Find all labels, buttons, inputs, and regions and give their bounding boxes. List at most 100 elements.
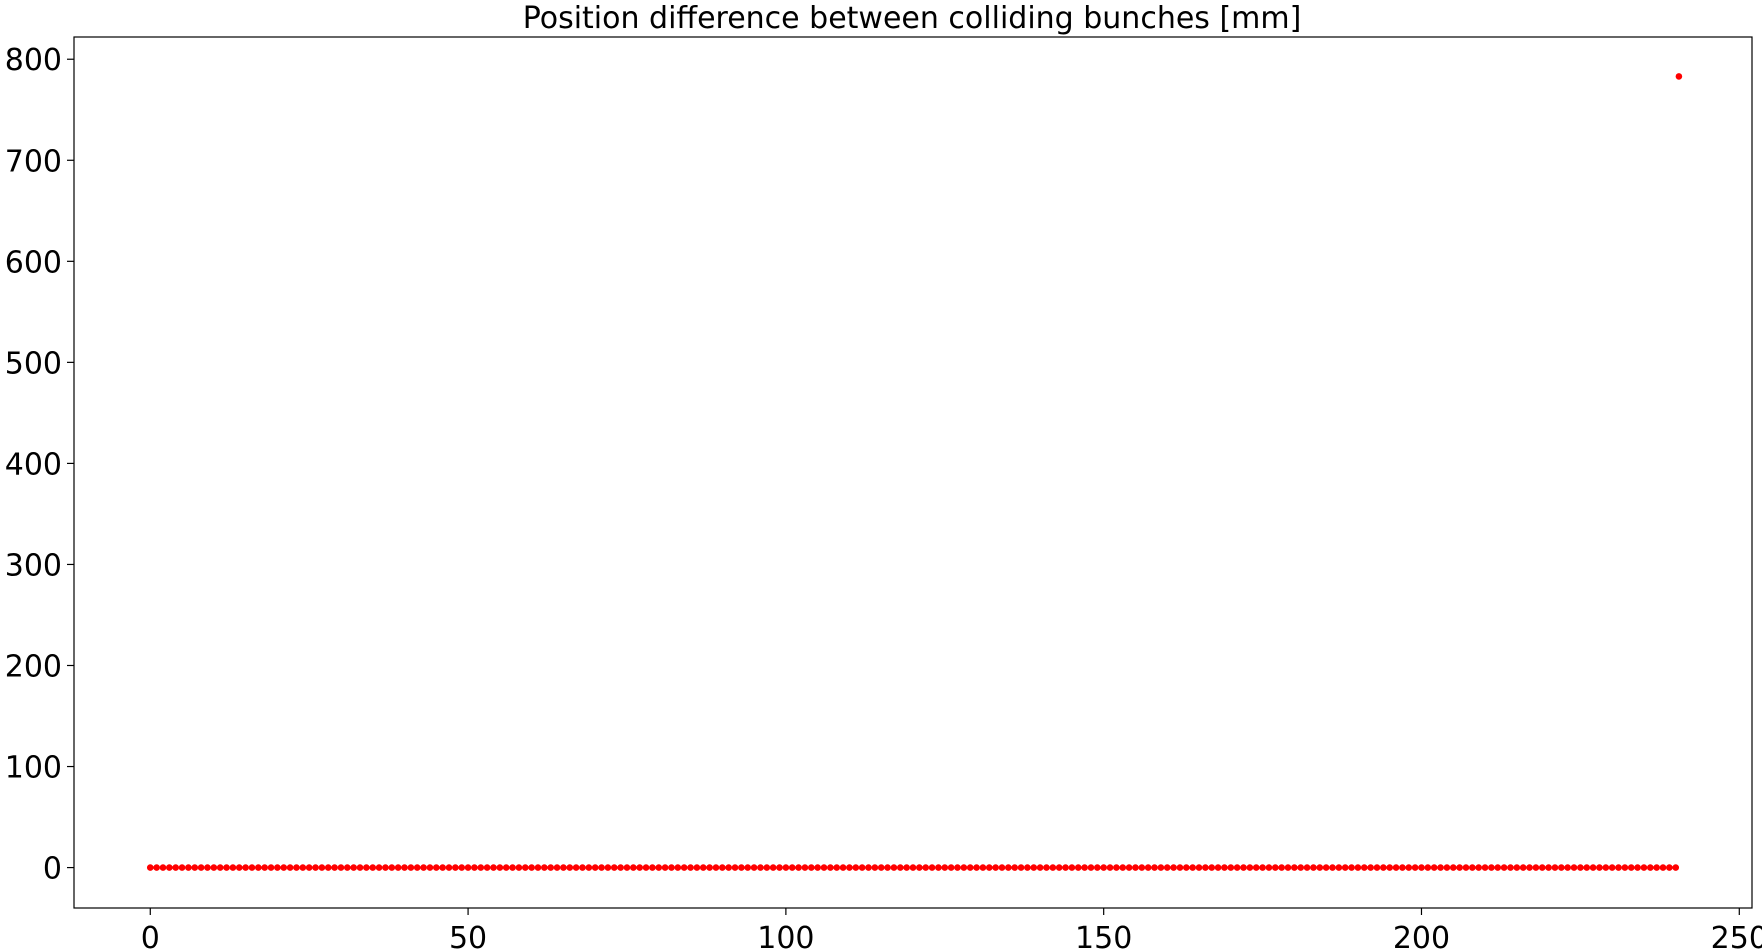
data-point xyxy=(521,864,529,871)
data-point xyxy=(1297,864,1305,871)
data-point xyxy=(572,864,580,871)
data-point xyxy=(1310,864,1317,871)
data-point xyxy=(464,864,472,871)
data-point xyxy=(801,864,809,871)
data-point xyxy=(210,864,218,871)
data-point xyxy=(1634,864,1641,871)
data-point xyxy=(985,864,993,871)
data-point xyxy=(1157,864,1165,871)
data-point xyxy=(1411,864,1419,871)
data-point xyxy=(642,864,650,871)
data-point xyxy=(1068,864,1076,871)
data-point xyxy=(947,864,955,871)
data-point xyxy=(1507,864,1514,871)
data-point xyxy=(534,864,542,871)
data-point xyxy=(579,864,586,871)
plot-frame xyxy=(73,36,1753,909)
data-point xyxy=(846,864,853,871)
data-point xyxy=(274,864,281,871)
data-point xyxy=(1151,864,1158,871)
data-point xyxy=(1583,864,1591,871)
data-point xyxy=(420,864,427,871)
data-point xyxy=(884,864,891,871)
data-point xyxy=(699,864,707,871)
data-point xyxy=(255,864,262,871)
data-point xyxy=(858,864,866,871)
data-point xyxy=(350,864,357,871)
data-point xyxy=(668,864,675,871)
data-point xyxy=(293,864,300,871)
data-point xyxy=(1596,864,1603,871)
data-point xyxy=(1666,864,1673,871)
data-point xyxy=(299,864,307,871)
y-tick-label: 200 xyxy=(5,649,62,684)
data-point xyxy=(477,864,485,871)
data-point xyxy=(235,864,243,871)
data-point xyxy=(1100,864,1107,871)
data-point xyxy=(1202,864,1209,871)
data-point xyxy=(1094,864,1101,871)
data-point xyxy=(483,864,491,871)
data-point xyxy=(1271,864,1279,871)
data-point xyxy=(223,864,230,871)
data-point xyxy=(172,864,179,871)
data-point xyxy=(1144,864,1152,871)
data-point xyxy=(820,864,828,871)
data-point xyxy=(706,864,713,871)
data-point xyxy=(598,864,605,871)
data-point xyxy=(496,864,504,871)
data-point xyxy=(382,864,389,871)
y-tick-label: 800 xyxy=(5,43,62,78)
data-point xyxy=(267,864,275,871)
outlier-point xyxy=(1675,73,1683,80)
data-point xyxy=(356,864,364,871)
data-point xyxy=(1653,864,1660,871)
x-tick-label: 50 xyxy=(449,921,487,949)
data-point xyxy=(248,864,256,871)
data-point xyxy=(1049,864,1057,871)
data-point xyxy=(159,864,167,871)
data-point xyxy=(547,864,555,871)
data-point xyxy=(750,864,758,871)
data-point xyxy=(788,864,796,871)
data-point xyxy=(1017,864,1025,871)
data-point xyxy=(776,864,783,871)
data-point xyxy=(1125,864,1133,871)
data-point xyxy=(1570,864,1578,871)
y-axis: 0 100 200 300 400 500 600 700 800 xyxy=(5,43,74,887)
data-point xyxy=(1469,864,1476,871)
data-point xyxy=(928,864,936,871)
data-point xyxy=(808,864,815,871)
data-point xyxy=(1424,864,1432,871)
data-point xyxy=(471,864,478,871)
data-point xyxy=(541,864,548,871)
data-point xyxy=(1399,864,1406,871)
data-point xyxy=(305,864,313,871)
data-point xyxy=(604,864,612,871)
data-point xyxy=(490,864,497,871)
data-point xyxy=(623,864,631,871)
data-point xyxy=(763,864,771,871)
data-point xyxy=(185,864,192,871)
chart-title: Position difference between colliding bu… xyxy=(523,1,1302,36)
x-tick-label: 250 xyxy=(1711,921,1762,949)
data-point xyxy=(1246,864,1254,871)
data-point xyxy=(973,864,980,871)
data-point xyxy=(1519,864,1527,871)
data-point xyxy=(242,864,249,871)
y-tick-label: 300 xyxy=(5,548,62,583)
data-point xyxy=(1589,864,1597,871)
data-point xyxy=(1265,864,1273,871)
data-point xyxy=(197,864,205,871)
data-point xyxy=(1647,864,1654,871)
data-point xyxy=(649,864,656,871)
data-point xyxy=(909,864,917,871)
x-tick-label: 200 xyxy=(1393,921,1450,949)
data-point xyxy=(1005,864,1012,871)
data-point xyxy=(1558,864,1565,871)
data-point xyxy=(1672,864,1680,871)
data-point xyxy=(992,864,999,871)
data-point xyxy=(1138,864,1146,871)
data-point xyxy=(617,864,624,871)
data-point xyxy=(1233,864,1241,871)
